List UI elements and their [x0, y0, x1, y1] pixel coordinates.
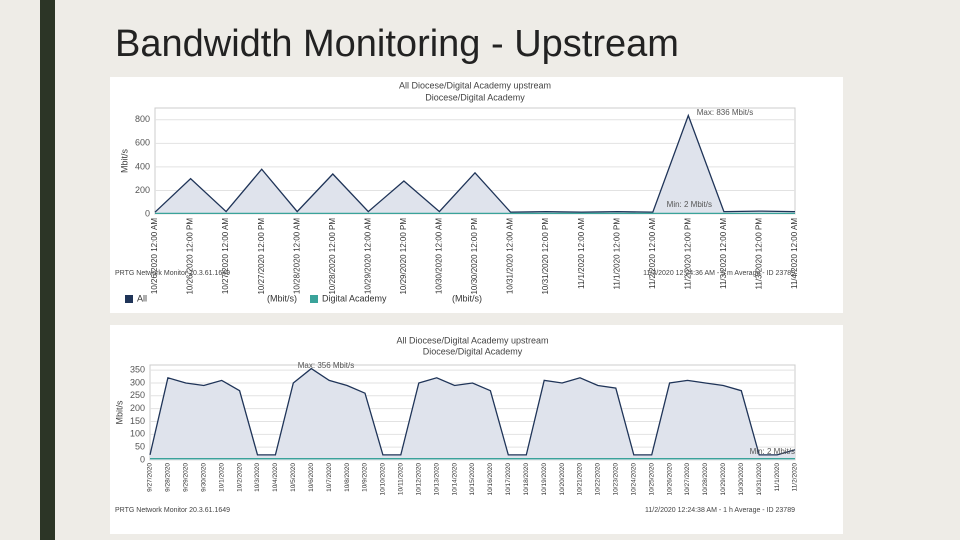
- x-tick-label: 9/27/2020: [147, 463, 154, 492]
- x-tick-label: 10/9/2020: [362, 463, 369, 492]
- series-line: [154, 113, 796, 213]
- x-tick-label: 10/29/2020 12:00 AM: [363, 218, 372, 294]
- x-tick-label: 10/11/2020: [398, 463, 405, 495]
- series-line: [149, 367, 796, 456]
- y-tick-label: 300: [130, 377, 145, 387]
- x-tick-label: 11/4/2020 12:00 AM: [790, 218, 799, 289]
- y-tick-label: 400: [135, 161, 150, 171]
- footer-left: PRTG Network Monitor 20.3.61.1649: [115, 270, 230, 277]
- min-label: Min: 2 Mbit/s: [667, 200, 712, 209]
- x-tick-label: 10/21/2020: [577, 463, 584, 496]
- series-area: [155, 115, 795, 214]
- x-tick-label: 10/25/2020: [648, 463, 655, 496]
- x-tick-label: 10/16/2020: [487, 463, 494, 496]
- footer-right: 11/2/2020 12:24:38 AM - 1 h Average - ID…: [645, 507, 795, 514]
- y-tick-label: 350: [130, 365, 145, 375]
- x-tick-label: 11/2/2020 12:00 PM: [683, 218, 692, 290]
- x-tick-label: 10/18/2020: [523, 463, 530, 496]
- x-tick-label: 10/10/2020: [380, 463, 387, 496]
- x-tick-label: 10/14/2020: [451, 463, 458, 496]
- x-tick-label: 11/3/2020 12:00 PM: [755, 218, 764, 290]
- x-tick-label: 10/26/2020 12:00 PM: [186, 218, 195, 295]
- x-tick-label: 11/1/2020 12:00 PM: [612, 218, 621, 290]
- x-tick-label: 10/13/2020: [433, 463, 440, 496]
- x-tick-label: 10/4/2020: [272, 463, 279, 492]
- x-tick-label: 10/22/2020: [595, 463, 602, 496]
- x-tick-label: 10/1/2020: [218, 463, 225, 492]
- x-tick-label: 10/31/2020: [756, 463, 763, 496]
- slide-title: Bandwidth Monitoring - Upstream: [115, 23, 679, 65]
- x-tick-label: 10/3/2020: [254, 463, 261, 492]
- x-tick-label: 11/3/2020 12:00 AM: [719, 218, 728, 289]
- x-tick-label: 11/2/2020: [792, 463, 799, 492]
- y-tick-label: 250: [130, 390, 145, 400]
- y-tick-label: 0: [140, 454, 145, 464]
- legend-swatch: [125, 295, 133, 303]
- y-tick-label: 200: [130, 403, 145, 413]
- x-tick-label: 10/26/2020 12:00 AM: [150, 218, 159, 294]
- x-tick-label: 10/28/2020 12:00 PM: [328, 218, 337, 295]
- x-tick-label: 10/27/2020 12:00 PM: [257, 218, 266, 295]
- y-tick-label: 100: [130, 429, 145, 439]
- x-tick-label: 11/1/2020 12:00 AM: [577, 218, 586, 289]
- x-tick-label: 10/31/2020 12:00 AM: [506, 218, 515, 294]
- series-area: [150, 368, 795, 460]
- chart-subtitle: Diocese/Digital Academy: [423, 346, 523, 356]
- legend-unit: (Mbit/s): [452, 293, 482, 303]
- x-tick-label: 10/6/2020: [308, 463, 315, 492]
- x-tick-label: 10/29/2020 12:00 PM: [399, 218, 408, 295]
- x-tick-label: 10/2/2020: [236, 463, 243, 492]
- chart-title: All Diocese/Digital Academy upstream: [396, 335, 548, 345]
- y-axis-label: Mbit/s: [114, 400, 124, 425]
- x-tick-label: 10/23/2020: [613, 463, 620, 496]
- x-tick-label: 10/29/2020: [720, 463, 727, 496]
- x-tick-label: 10/31/2020 12:00 PM: [541, 218, 550, 295]
- legend-unit: (Mbit/s): [267, 293, 297, 303]
- y-tick-label: 800: [135, 114, 150, 124]
- x-tick-label: 9/30/2020: [200, 463, 207, 492]
- legend-swatch: [310, 295, 318, 303]
- x-tick-label: 10/28/2020 12:00 AM: [292, 218, 301, 294]
- y-axis-label: Mbit/s: [119, 149, 129, 174]
- max-label: Max: 836 Mbit/s: [697, 108, 753, 117]
- chart-subtitle: Diocese/Digital Academy: [425, 92, 525, 102]
- x-tick-label: 9/29/2020: [183, 463, 190, 492]
- x-tick-label: 10/28/2020: [702, 463, 709, 496]
- chart-title: All Diocese/Digital Academy upstream: [399, 80, 551, 90]
- y-tick-label: 0: [145, 208, 150, 218]
- x-tick-label: 10/15/2020: [469, 463, 476, 496]
- legend-label: All: [137, 293, 147, 303]
- y-tick-label: 600: [135, 138, 150, 148]
- x-tick-label: 10/12/2020: [415, 463, 422, 496]
- x-tick-label: 10/24/2020: [630, 463, 637, 496]
- x-tick-label: 10/7/2020: [326, 463, 333, 492]
- footer-right: 11/3/2020 12:24:36 AM - 5 m Average - ID…: [643, 270, 795, 277]
- x-tick-label: 10/30/2020: [738, 463, 745, 496]
- x-tick-label: 11/2/2020 12:00 AM: [648, 218, 657, 289]
- min-label: Min: 2 Mbit/s: [750, 447, 795, 456]
- x-tick-label: 10/30/2020 12:00 AM: [435, 218, 444, 294]
- x-tick-label: 10/27/2020: [684, 463, 691, 496]
- legend-label: Digital Academy: [322, 293, 387, 303]
- side-bar: [40, 0, 55, 540]
- x-tick-label: 10/30/2020 12:00 PM: [470, 218, 479, 295]
- y-tick-label: 50: [135, 442, 145, 452]
- footer-left: PRTG Network Monitor 20.3.61.1649: [115, 507, 230, 514]
- x-tick-label: 10/8/2020: [344, 463, 351, 492]
- x-tick-label: 10/17/2020: [505, 463, 512, 496]
- y-tick-label: 200: [135, 185, 150, 195]
- x-tick-label: 10/19/2020: [541, 463, 548, 496]
- y-tick-label: 150: [130, 416, 145, 426]
- x-tick-label: 11/1/2020: [774, 463, 781, 492]
- max-label: Max: 356 Mbit/s: [298, 361, 354, 370]
- x-tick-label: 10/26/2020: [666, 463, 673, 496]
- x-tick-label: 10/27/2020 12:00 AM: [221, 218, 230, 294]
- x-tick-label: 10/20/2020: [559, 463, 566, 496]
- x-tick-label: 9/28/2020: [165, 463, 172, 492]
- x-tick-label: 10/5/2020: [290, 463, 297, 492]
